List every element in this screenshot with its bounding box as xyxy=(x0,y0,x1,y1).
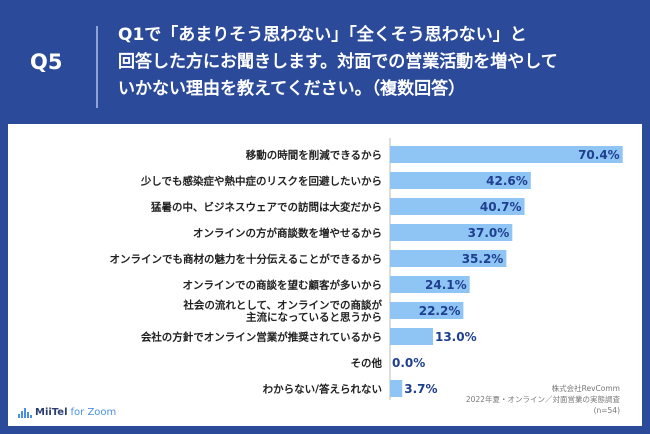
source-company: 株式会社RevComm xyxy=(551,384,620,393)
bar xyxy=(390,302,464,319)
header-divider xyxy=(96,26,98,108)
category-label: 少しでも感染症や熱中症のリスクを回避したいから xyxy=(140,175,382,188)
source-note: 株式会社RevComm 2022年夏・オンライン／対面営業の実態調査 (n=54… xyxy=(466,383,620,416)
chart-panel: 移動の時間を削減できるから 70.4% 少しでも感染症や熱中症のリスクを回避したいか… xyxy=(8,124,642,426)
bar xyxy=(390,380,403,397)
question-line-2: 回答した方にお聞きします。対面での営業活動を増やして xyxy=(118,52,558,72)
value-label: 35.2% xyxy=(462,252,504,266)
bar xyxy=(390,146,623,163)
question-line-3: いかない理由を教えてください。（複数回答） xyxy=(118,79,466,99)
question-number: Q5 xyxy=(30,50,63,74)
value-label: 24.1% xyxy=(425,278,467,292)
value-label: 40.7% xyxy=(480,200,522,214)
category-label: 社会の流れとして、オンラインでの商談が主流になっていると思うから xyxy=(182,299,382,324)
value-label: 22.2% xyxy=(419,304,461,318)
source-sample: (n=54) xyxy=(593,406,620,415)
category-label: オンラインでの商談を望む顧客が多いから xyxy=(183,279,383,292)
miitel-logo: MiiTel for Zoom xyxy=(18,407,116,418)
bar xyxy=(390,276,470,293)
header: Q5 Q1で「あまりそう思わない」「全くそう思わない」と 回答した方にお聞きしま… xyxy=(0,0,650,122)
value-label: 42.6% xyxy=(486,174,528,188)
category-label: その他 xyxy=(351,357,383,370)
logo-brand: MiiTel xyxy=(35,407,68,418)
question-text: Q1で「あまりそう思わない」「全くそう思わない」と 回答した方にお聞きします。対… xyxy=(118,22,628,103)
bar xyxy=(390,328,433,345)
value-label: 0.0% xyxy=(392,356,425,370)
category-label: 移動の時間を削減できるから xyxy=(246,149,382,162)
logo-sub: for Zoom xyxy=(70,407,117,418)
category-label: 会社の方針でオンライン営業が推奨されているから xyxy=(141,331,382,344)
bar xyxy=(390,198,525,215)
logo-bars-icon xyxy=(18,407,32,418)
bar-chart: 移動の時間を削減できるから 70.4% 少しでも感染症や熱中症のリスクを回避したいか… xyxy=(110,138,623,400)
source-survey: 2022年夏・オンライン／対面営業の実態調査 xyxy=(465,395,620,404)
question-line-1: Q1で「あまりそう思わない」「全くそう思わない」と xyxy=(118,25,527,45)
bar xyxy=(390,172,531,189)
category-label: わからない/答えられない xyxy=(263,383,382,396)
value-label: 37.0% xyxy=(468,226,510,240)
bar xyxy=(390,224,513,241)
category-label: 猛暑の中、ビジネスウェアでの訪問は大変だから xyxy=(150,201,382,214)
value-label: 70.4% xyxy=(578,148,620,162)
category-label: オンラインの方が商談数を増やせるから xyxy=(193,227,382,240)
value-label: 3.7% xyxy=(404,382,437,396)
value-label: 13.0% xyxy=(435,330,477,344)
bar xyxy=(390,250,507,267)
category-label: オンラインでも商材の魅力を十分伝えることができるから xyxy=(110,253,382,266)
